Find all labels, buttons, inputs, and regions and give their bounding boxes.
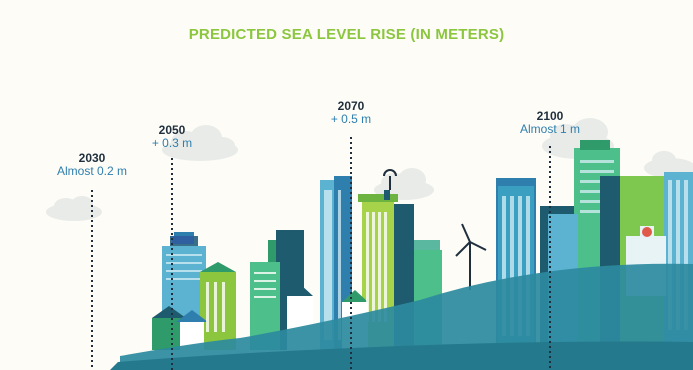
- milestone-amount: Almost 0.2 m: [56, 164, 128, 178]
- milestone-amount: Almost 1 m: [519, 122, 581, 136]
- milestone-2030: 2030 Almost 0.2 m: [57, 152, 127, 178]
- milestone-year: 2050: [158, 123, 186, 137]
- milestone-2070: 2070 + 0.5 m: [331, 100, 371, 126]
- milestone-2100: 2100 Almost 1 m: [520, 110, 580, 136]
- milestone-amount: + 0.3 m: [151, 136, 193, 150]
- sea-water-front: [110, 341, 693, 370]
- antenna-icon: [383, 169, 397, 190]
- wind-turbine-icon: [455, 223, 487, 290]
- milestone-year: 2030: [78, 151, 106, 165]
- milestone-lines: [91, 137, 551, 370]
- milestone-year: 2100: [536, 109, 564, 123]
- front-windows: [206, 212, 387, 332]
- solar-panel-icon: [172, 236, 194, 244]
- milestone-2050: 2050 + 0.3 m: [152, 124, 192, 150]
- milestone-year: 2070: [337, 99, 365, 113]
- cloud-icon: [162, 125, 238, 161]
- building-windows: [166, 160, 688, 340]
- cloud-icon: [46, 196, 102, 221]
- infographic-title: PREDICTED SEA LEVEL RISE (IN METERS): [188, 26, 505, 43]
- milestone-amount: + 0.5 m: [330, 112, 372, 126]
